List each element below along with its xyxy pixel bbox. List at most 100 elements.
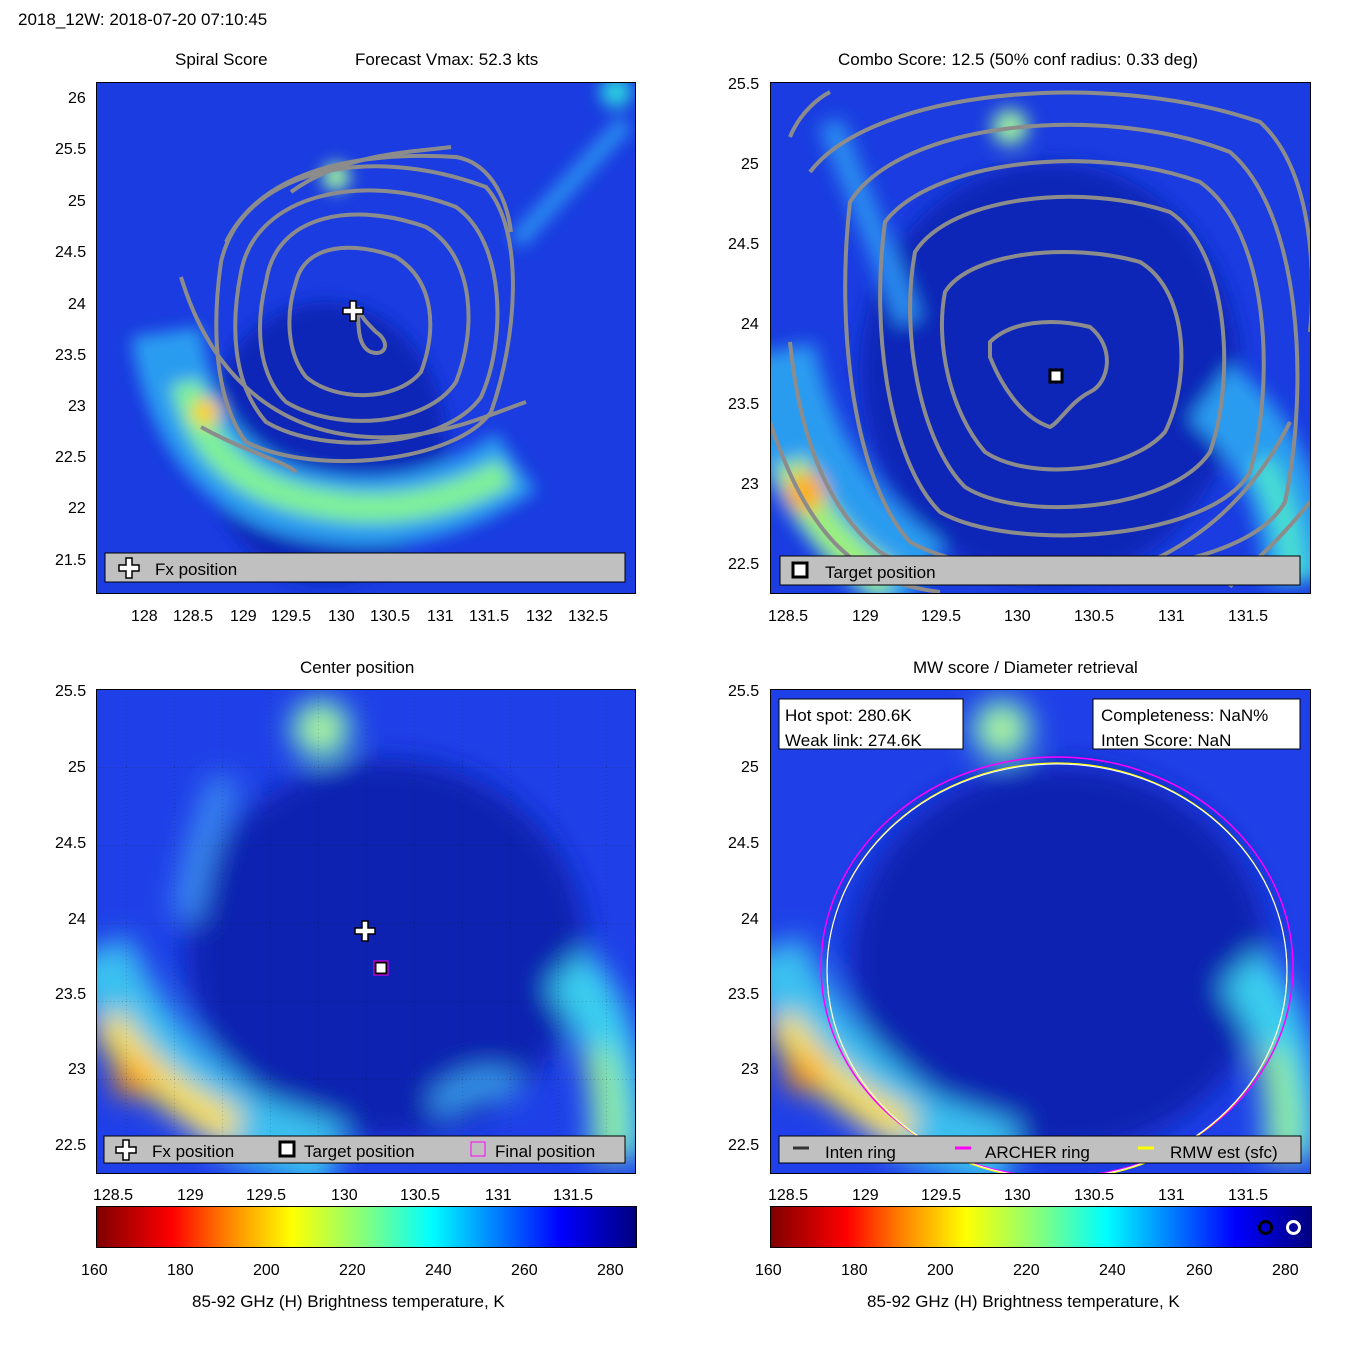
cb-right-tick: 260 [1186, 1262, 1213, 1279]
mw-weaklink-text: Weak link: 274.6K [785, 731, 922, 750]
combo-ytick: 25 [741, 156, 759, 173]
mw-xtick: 131.5 [1228, 1187, 1269, 1204]
colorbar-hotspot-marker [1258, 1220, 1273, 1235]
mw-ytick: 24 [741, 911, 759, 928]
center-xtick: 130.5 [400, 1187, 441, 1204]
mw-xtick: 130.5 [1074, 1187, 1115, 1204]
combo-xtick: 130.5 [1074, 608, 1115, 625]
center-xtick: 128.5 [93, 1187, 134, 1204]
combo-ytick: 24 [741, 316, 759, 333]
spiral-ytick: 22.5 [55, 449, 87, 466]
center-ytick: 24.5 [55, 835, 87, 852]
center-xtick: 129.5 [246, 1187, 287, 1204]
legend-fx-icon [118, 557, 140, 579]
mw-ytick: 23 [741, 1061, 759, 1078]
mw-plot-area: Hot spot: 280.6K Weak link: 274.6K Compl… [770, 689, 1311, 1174]
spiral-xtick: 131.5 [469, 608, 510, 625]
center-ytick: 25 [68, 759, 86, 776]
center-fx-marker [354, 920, 376, 942]
mw-xtick: 129 [852, 1187, 879, 1204]
mw-ytick: 22.5 [728, 1137, 760, 1154]
spiral-ytick: 26 [68, 90, 86, 107]
cb-left-tick: 280 [597, 1262, 624, 1279]
center-ytick: 23 [68, 1061, 86, 1078]
cb-right-tick: 180 [841, 1262, 868, 1279]
combo-xtick: 130 [1004, 608, 1031, 625]
cb-left-tick: 160 [81, 1262, 108, 1279]
center-legend: Fx position Target position Final positi… [103, 1135, 626, 1164]
combo-ytick: 24.5 [728, 236, 760, 253]
combo-legend: Target position [779, 555, 1301, 586]
combo-title: Combo Score: 12.5 (50% conf radius: 0.33… [838, 50, 1199, 69]
center-plot-area: Fx position Target position Final positi… [96, 689, 636, 1174]
spiral-ytick: 24 [68, 296, 86, 313]
mw-title: MW score / Diameter retrieval [913, 658, 1138, 677]
center-target-marker [373, 960, 389, 976]
mw-intenscore-text: Inten Score: NaN [1101, 731, 1231, 750]
mw-ytick: 25.5 [728, 683, 760, 700]
cb-left-tick: 180 [167, 1262, 194, 1279]
combo-ytick: 22.5 [728, 556, 760, 573]
mw-legend-rmw: RMW est (sfc) [1170, 1143, 1278, 1162]
colorbar-left-label: 85-92 GHz (H) Brightness temperature, K [192, 1292, 505, 1311]
mw-completeness-box: Completeness: NaN% Inten Score: NaN [1092, 698, 1301, 750]
mw-archer-ring [820, 756, 1294, 1174]
spiral-contours [179, 145, 527, 474]
spiral-xtick: 131 [427, 608, 454, 625]
center-xtick: 129 [177, 1187, 204, 1204]
mw-legend-archer: ARCHER ring [985, 1143, 1090, 1162]
combo-xtick: 131.5 [1228, 608, 1269, 625]
spiral-xtick: 128 [131, 608, 158, 625]
spiral-ytick: 25 [68, 193, 86, 210]
spiral-title-right: Forecast Vmax: 52.3 kts [355, 50, 539, 69]
cb-right-tick: 200 [927, 1262, 954, 1279]
mw-hotspot-box: Hot spot: 280.6K Weak link: 274.6K [778, 698, 964, 750]
center-legend-target: Target position [304, 1142, 415, 1161]
cb-right-tick: 160 [755, 1262, 782, 1279]
mw-xtick: 130 [1004, 1187, 1031, 1204]
colorbar-weaklink-marker [1286, 1220, 1301, 1235]
cb-right-tick: 220 [1013, 1262, 1040, 1279]
colorbar-right-label: 85-92 GHz (H) Brightness temperature, K [867, 1292, 1180, 1311]
combo-xtick: 129 [852, 608, 879, 625]
spiral-title-left: Spiral Score [175, 50, 268, 69]
center-xtick: 130 [331, 1187, 358, 1204]
spiral-xtick: 128.5 [173, 608, 214, 625]
mw-ytick: 24.5 [728, 835, 760, 852]
mw-brightness-field [770, 699, 1311, 1174]
center-xtick: 131.5 [553, 1187, 594, 1204]
cb-right-tick: 240 [1099, 1262, 1126, 1279]
mw-xtick: 131 [1158, 1187, 1185, 1204]
spiral-ytick: 24.5 [55, 244, 87, 261]
spiral-ytick: 23 [68, 398, 86, 415]
legend-target-icon [791, 561, 809, 579]
combo-xtick: 129.5 [921, 608, 962, 625]
spiral-ytick: 23.5 [55, 347, 87, 364]
center-ytick: 24 [68, 911, 86, 928]
colorbar-left [96, 1206, 637, 1248]
spiral-xtick: 132.5 [568, 608, 609, 625]
cb-left-tick: 260 [511, 1262, 538, 1279]
spiral-ytick: 21.5 [55, 552, 87, 569]
cb-left-tick: 240 [425, 1262, 452, 1279]
center-ytick: 23.5 [55, 986, 87, 1003]
figure-title: 2018_12W: 2018-07-20 07:10:45 [18, 10, 268, 29]
mw-completeness-text: Completeness: NaN% [1101, 706, 1268, 725]
mw-ytick: 25 [741, 759, 759, 776]
spiral-xtick: 132 [526, 608, 553, 625]
legend-fx-icon [115, 1139, 137, 1161]
mw-xtick: 128.5 [768, 1187, 809, 1204]
cb-left-tick: 200 [253, 1262, 280, 1279]
mw-ytick: 23.5 [728, 986, 760, 1003]
spiral-fx-marker [342, 300, 364, 322]
center-xtick: 131 [485, 1187, 512, 1204]
spiral-xtick: 130.5 [370, 608, 411, 625]
center-legend-final: Final position [495, 1142, 595, 1161]
legend-final-icon [470, 1141, 486, 1157]
combo-ytick: 23 [741, 476, 759, 493]
spiral-ytick: 22 [68, 500, 86, 517]
colorbar-right [770, 1206, 1312, 1248]
mw-legend-inten: Inten ring [825, 1143, 896, 1162]
center-title: Center position [300, 658, 415, 677]
mw-inten-ring [826, 763, 1288, 1174]
